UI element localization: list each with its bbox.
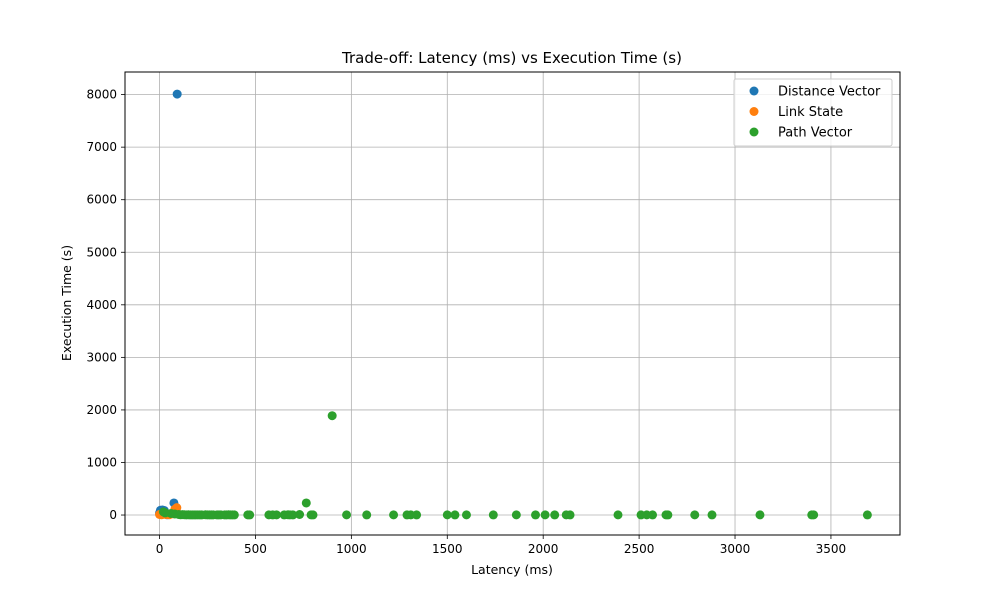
y-tick-label: 0 — [109, 508, 117, 522]
x-tick-label: 500 — [244, 542, 267, 556]
legend: Distance Vector Link State Path Vector — [733, 78, 893, 147]
path-vector-point — [362, 510, 372, 520]
grid-layer — [125, 72, 900, 535]
path-vector-point — [540, 510, 550, 520]
x-tick-label: 0 — [156, 542, 164, 556]
x-tick-label: 2000 — [528, 542, 559, 556]
path-vector-point — [308, 510, 318, 520]
path-vector-point — [229, 510, 239, 520]
y-tick-label: 7000 — [86, 140, 117, 154]
legend-label-distance-vector: Distance Vector — [778, 85, 881, 100]
path-vector-point — [272, 510, 282, 520]
y-tick-label: 4000 — [86, 298, 117, 312]
path-vector-point — [663, 510, 673, 520]
path-vector-point — [809, 510, 819, 520]
path-vector-point — [295, 510, 305, 520]
path-vector-point — [531, 510, 541, 520]
points-layer — [155, 89, 872, 520]
ticks-layer: 0 500 1000 1500 2000 2500 3000 3500 0 1000 2000 300… — [86, 88, 846, 556]
x-tick-label: 2500 — [624, 542, 655, 556]
legend-marker-path-vector — [749, 127, 759, 137]
legend-marker-link-state — [749, 107, 759, 116]
path-vector-point — [613, 510, 623, 520]
path-vector-point — [450, 510, 460, 520]
legend-marker-distance-vector — [749, 86, 759, 96]
x-tick-label: 1500 — [432, 542, 463, 556]
y-tick-label: 1000 — [86, 455, 117, 469]
y-tick-label: 6000 — [86, 193, 117, 207]
legend-box — [733, 78, 893, 147]
path-vector-point — [301, 498, 311, 508]
plot-frame — [124, 71, 901, 536]
path-vector-point — [389, 510, 399, 520]
legend-label-path-vector: Path Vector — [778, 126, 853, 141]
path-vector-point — [288, 510, 298, 520]
path-vector-point — [488, 510, 498, 520]
x-axis-label: Latency (ms) — [471, 562, 553, 577]
y-tick-label: 8000 — [86, 88, 117, 102]
path-vector-point — [565, 510, 575, 520]
y-tick-label: 5000 — [86, 245, 117, 259]
y-tick-label: 2000 — [86, 403, 117, 417]
x-tick-label: 3000 — [720, 542, 751, 556]
path-vector-point — [862, 510, 872, 520]
path-vector-point — [550, 510, 560, 520]
legend-label-link-state: Link State — [778, 105, 843, 120]
path-vector-point — [511, 510, 521, 520]
y-axis-label: Execution Time (s) — [59, 245, 74, 361]
path-vector-point — [327, 411, 337, 421]
path-vector-point — [412, 510, 422, 520]
path-vector-point — [648, 510, 658, 520]
path-vector-point — [690, 510, 700, 520]
path-vector-point — [245, 510, 255, 520]
chart-title: Trade-off: Latency (ms) vs Execution Tim… — [341, 49, 682, 67]
path-vector-point — [342, 510, 352, 520]
path-vector-point — [442, 510, 452, 520]
path-vector-point — [461, 510, 471, 520]
x-tick-label: 1000 — [336, 542, 367, 556]
path-vector-point — [755, 510, 765, 520]
distance-vector-point — [172, 89, 182, 99]
path-vector-point — [707, 510, 717, 520]
x-tick-label: 3500 — [816, 542, 847, 556]
y-tick-label: 3000 — [86, 350, 117, 364]
